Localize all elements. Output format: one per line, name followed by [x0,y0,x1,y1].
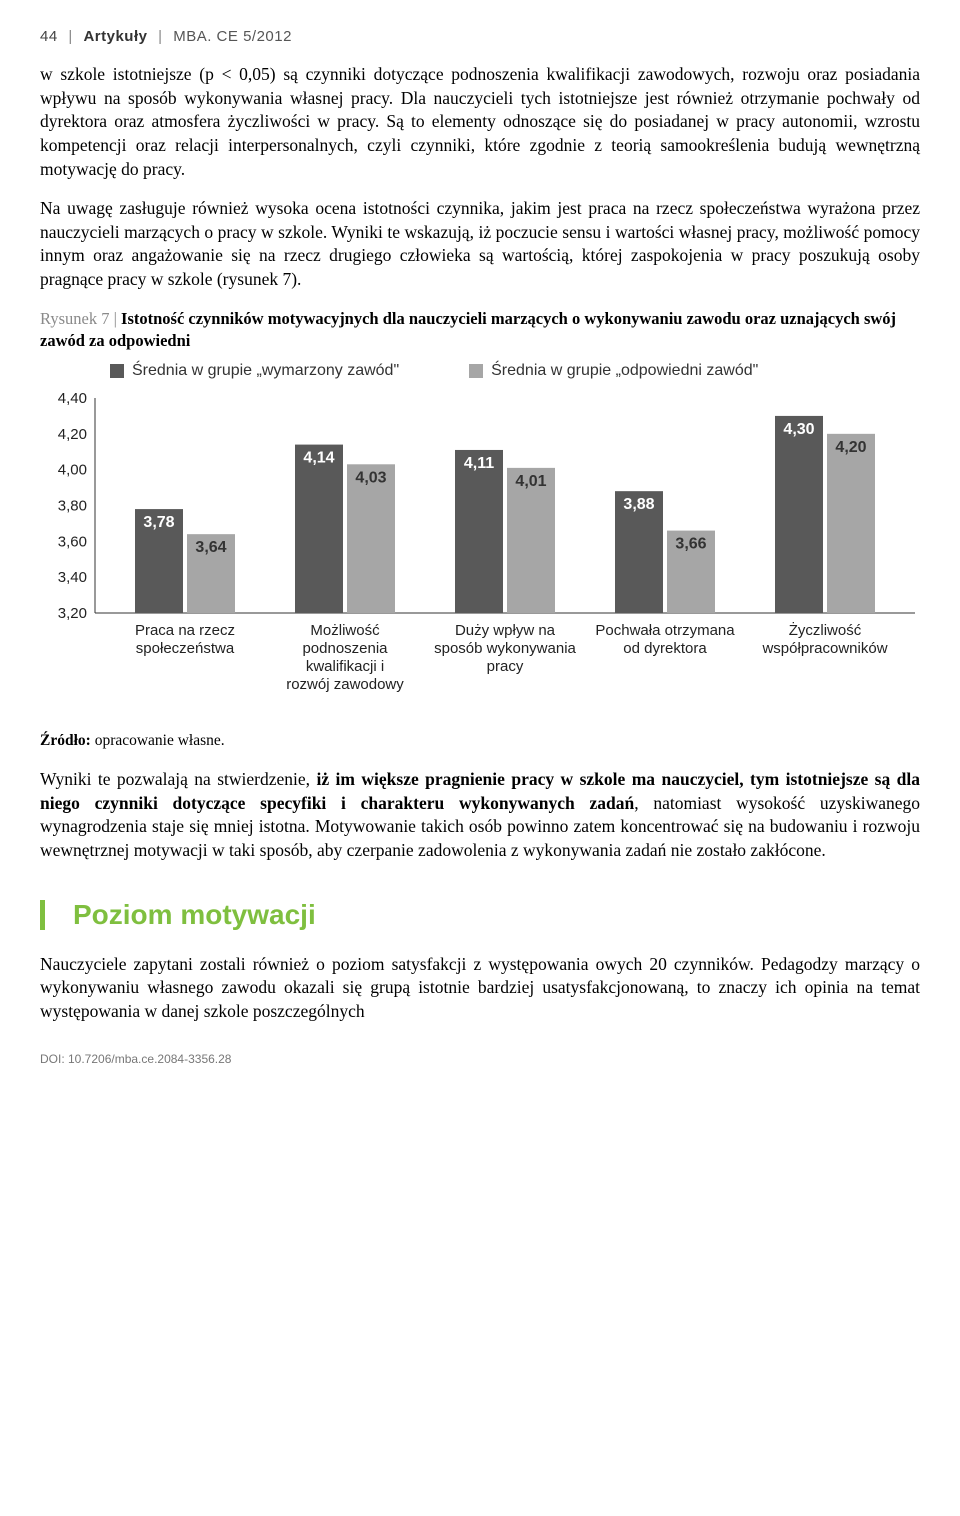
legend-swatch-icon [110,364,124,378]
head-sep: | [158,28,162,45]
svg-text:Duży wpływ na: Duży wpływ na [455,622,556,639]
source-label: Źródło: [40,732,91,749]
page: 44 | Artykuły | MBA. CE 5/2012 w szkole … [0,0,960,1096]
svg-text:rozwój zawodowy: rozwój zawodowy [286,676,404,693]
svg-text:3,88: 3,88 [623,496,654,513]
svg-text:4,14: 4,14 [303,450,334,467]
svg-text:3,20: 3,20 [58,605,87,622]
svg-text:4,20: 4,20 [58,426,87,443]
svg-text:4,30: 4,30 [783,421,814,438]
svg-text:4,01: 4,01 [515,473,546,490]
paragraph: Nauczyciele zapytani zostali również o p… [40,953,920,1024]
section-title: Poziom motywacji [73,899,316,931]
legend-swatch-icon [469,364,483,378]
p3-plain-a: Wyniki te pozwalają na stwierdzenie, [40,769,316,789]
svg-text:sposób wykonywania: sposób wykonywania [434,640,576,657]
svg-text:4,00: 4,00 [58,462,87,479]
svg-text:3,78: 3,78 [143,514,174,531]
svg-text:4,20: 4,20 [835,439,866,456]
svg-text:Pochwała otrzymana: Pochwała otrzymana [595,622,735,639]
figure-title: Istotność czynników motywacyjnych dla na… [40,309,896,350]
page-number: 44 [40,28,58,45]
chart-svg: 3,20 3,40 3,60 3,80 4,00 4,20 4,40 3,78 3,64 Prac… [40,388,920,708]
legend-label: Średnia w grupie „wymarzony zawód" [132,362,399,380]
chart: Średnia w grupie „wymarzony zawód" Średn… [40,362,920,708]
doi: DOI: 10.7206/mba.ce.2084-3356.28 [40,1052,920,1066]
svg-text:3,40: 3,40 [58,569,87,586]
chart-legend: Średnia w grupie „wymarzony zawód" Średn… [110,362,920,380]
svg-text:społeczeństwa: społeczeństwa [136,640,235,657]
svg-text:3,64: 3,64 [195,539,226,556]
svg-text:współpracowników: współpracowników [761,640,887,657]
svg-text:3,66: 3,66 [675,536,706,553]
svg-text:od dyrektora: od dyrektora [623,640,707,657]
svg-text:4,11: 4,11 [464,455,494,472]
svg-text:3,80: 3,80 [58,498,87,515]
svg-text:4,03: 4,03 [355,469,386,486]
svg-text:4,40: 4,40 [58,390,87,407]
svg-text:3,60: 3,60 [58,533,87,550]
issue: MBA. CE 5/2012 [173,28,292,45]
head-sep: | [68,28,72,45]
figure-caption: Rysunek 7 | Istotność czynników motywacy… [40,308,920,353]
legend-item: Średnia w grupie „odpowiedni zawód" [469,362,758,380]
section-name: Artykuły [83,28,147,45]
legend-item: Średnia w grupie „wymarzony zawód" [110,362,399,380]
paragraph: Na uwagę zasługuje również wysoka ocena … [40,197,920,292]
paragraph: w szkole istotniejsze (p < 0,05) są czyn… [40,63,920,181]
svg-text:Życzliwość: Życzliwość [789,621,862,639]
figure-source: Źródło: opracowanie własne. [40,732,920,750]
section-bar-icon [40,900,45,930]
legend-label: Średnia w grupie „odpowiedni zawód" [491,362,758,380]
svg-text:Możliwość: Możliwość [310,622,380,639]
svg-text:pracy: pracy [487,658,524,675]
svg-text:podnoszenia: podnoszenia [302,640,388,657]
running-head: 44 | Artykuły | MBA. CE 5/2012 [40,28,920,45]
svg-text:kwalifikacji i: kwalifikacji i [306,658,384,675]
svg-text:Praca na rzecz: Praca na rzecz [135,622,235,639]
source-text: opracowanie własne. [91,732,225,749]
figure-label: Rysunek 7 [40,309,109,328]
section-heading: Poziom motywacji [40,899,920,931]
paragraph: Wyniki te pozwalają na stwierdzenie, iż … [40,768,920,863]
figure-sep: | [109,309,121,328]
